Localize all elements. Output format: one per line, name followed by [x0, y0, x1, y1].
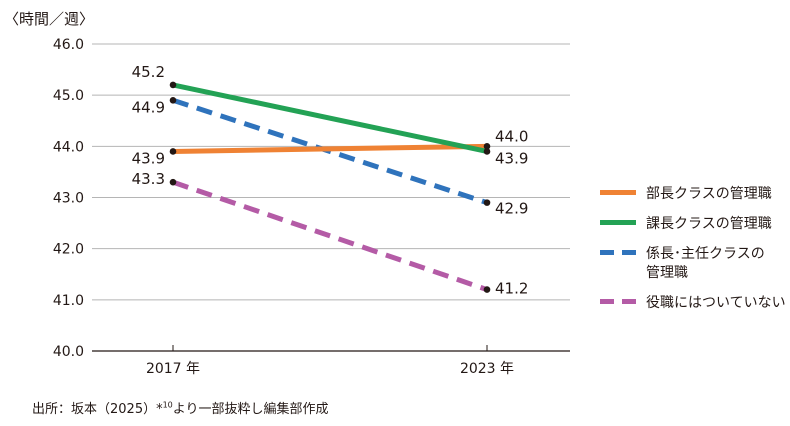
- legend-label: 部長クラスの管理職: [646, 186, 772, 202]
- y-tick-label: 41.0: [53, 293, 84, 309]
- legend-swatch-kakaricho: [600, 245, 636, 259]
- y-tick-label: 40.0: [53, 344, 84, 360]
- y-tick-label: 46.0: [53, 37, 84, 53]
- x-tick-label: 2023 年: [460, 361, 514, 377]
- data-label: 45.2: [132, 63, 165, 81]
- data-point: [483, 143, 491, 150]
- data-point: [169, 178, 177, 186]
- y-tick-label: 45.0: [53, 88, 84, 104]
- legend-label-line: 管理職: [646, 265, 688, 281]
- legend-item-kacho: 課長クラスの管理職: [600, 215, 790, 234]
- legend-label: 係長･主任クラスの 管理職: [646, 245, 786, 283]
- series-line: [172, 179, 488, 292]
- y-tick-label: 42.0: [53, 242, 84, 258]
- legend-swatch-kacho: [600, 215, 636, 229]
- y-axis-unit-label: 〈時間／週〉: [4, 10, 95, 28]
- legend-item-none: 役職にはついていない: [600, 294, 790, 313]
- data-point: [483, 286, 491, 293]
- legend-label: 役職にはついていない: [646, 295, 786, 311]
- series-line: [172, 82, 488, 154]
- x-tick-label: 2017 年: [146, 361, 200, 377]
- data-point: [169, 148, 177, 155]
- legend-label: 課長クラスの管理職: [646, 216, 772, 232]
- legend-swatch-bucho: [600, 185, 636, 199]
- series-line: [172, 143, 488, 154]
- data-label: 43.3: [132, 170, 165, 188]
- source-footnote: 10: [162, 400, 173, 410]
- legend-label-line: 係長･主任クラスの: [646, 246, 765, 262]
- legend-item-bucho: 部長クラスの管理職: [600, 185, 790, 204]
- data-point: [169, 96, 177, 104]
- data-point: [483, 199, 491, 206]
- source-suffix: より一部抜粋し編集部作成: [172, 402, 329, 417]
- data-label: 41.2: [495, 280, 528, 298]
- data-point: [483, 148, 491, 155]
- data-label: 44.9: [132, 98, 165, 116]
- data-label: 42.9: [495, 200, 528, 218]
- source-note: 出所：坂本（2025）*10より一部抜粋し編集部作成: [32, 398, 329, 417]
- y-tick-label: 43.0: [53, 191, 84, 207]
- y-tick-label: 44.0: [53, 139, 84, 155]
- legend: 部長クラスの管理職 課長クラスの管理職 係長･主任クラスの 管理職 役職にはつい…: [600, 185, 790, 324]
- data-label: 43.9: [132, 149, 165, 167]
- data-label: 44.0: [495, 127, 528, 145]
- series-line: [172, 97, 488, 205]
- source-prefix: 出所：坂本（2025）*: [32, 402, 163, 417]
- legend-swatch-none: [600, 294, 636, 308]
- data-label: 43.9: [495, 149, 528, 167]
- data-point: [169, 81, 177, 89]
- legend-item-kakaricho: 係長･主任クラスの 管理職: [600, 245, 790, 283]
